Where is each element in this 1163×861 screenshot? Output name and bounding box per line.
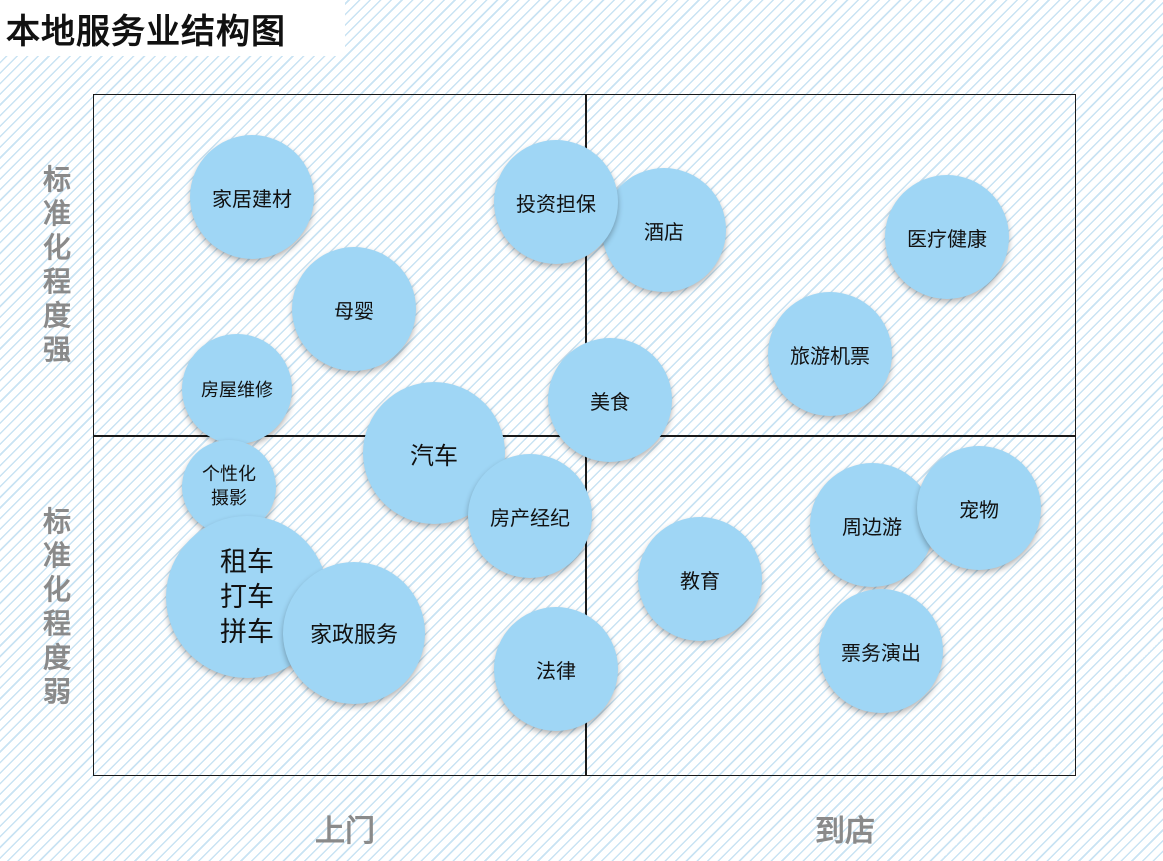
bubble-label: 房产经纪 [490,505,570,530]
bubble-food: 美食 [548,338,672,462]
bubble-label: 家居建材 [212,186,292,211]
bubble-car-rental-ride-hailing: 租车 打车 拼车 [166,516,328,678]
bubble-label: 票务演出 [841,640,921,665]
page-title: 本地服务业结构图 [6,12,286,52]
y-axis-char: 度 [42,299,71,332]
bubble-label: 法律 [536,658,576,683]
bubble-label: 汽车 [410,441,458,470]
y-axis-char: 化 [42,573,71,606]
y-axis-char: 准 [42,539,71,572]
bubble-housekeeping: 家政服务 [283,562,425,704]
y-axis-label-weak: 标 准 化 程 度 弱 [38,505,76,709]
x-axis-label-instore: 到店 [815,814,875,849]
bubble-investment-guarantee: 投资担保 [494,140,618,264]
bubble-label: 母婴 [334,298,374,323]
bubble-label: 酒店 [644,219,684,244]
title-background: 本地服务业结构图 [0,0,345,56]
bubble-label: 旅游机票 [790,343,870,368]
bubble-house-repair: 房屋维修 [182,334,292,444]
bubble-label: 租车 打车 拼车 [220,546,274,648]
y-axis-char: 标 [42,163,71,196]
bubble-label: 个性化 摄影 [202,464,256,509]
bubble-label: 周边游 [842,514,902,539]
bubble-label: 医疗健康 [907,226,987,251]
bubble-travel-tickets: 旅游机票 [768,292,892,416]
bubble-real-estate-agency: 房产经纪 [468,454,592,578]
bubble-hotel: 酒店 [602,168,726,292]
bubble-label: 美食 [590,389,630,414]
y-axis-char: 程 [42,607,71,640]
bubble-nearby-tours: 周边游 [810,463,934,587]
x-axis-label-onsite: 上门 [315,814,375,849]
bubble-education: 教育 [638,517,762,641]
bubble-label: 房屋维修 [201,380,273,401]
bubble-pets: 宠物 [917,446,1041,570]
y-axis-char: 强 [42,333,71,366]
y-axis-label-strong: 标 准 化 程 度 强 [38,163,76,367]
bubble-tickets-performances: 票务演出 [819,589,943,713]
bubble-healthcare: 医疗健康 [885,175,1009,299]
y-axis-char: 化 [42,231,71,264]
bubble-label: 宠物 [959,497,999,522]
y-axis-char: 弱 [42,675,71,708]
y-axis-char: 度 [42,641,71,674]
bubble-legal: 法律 [494,607,618,731]
y-axis-char: 程 [42,265,71,298]
bubble-label: 投资担保 [516,191,596,216]
bubble-label: 教育 [680,568,720,593]
y-axis-char: 标 [42,505,71,538]
bubble-home-building-materials: 家居建材 [190,135,314,259]
bubble-maternal-infant: 母婴 [292,247,416,371]
bubble-label: 家政服务 [309,623,398,648]
y-axis-char: 准 [42,197,71,230]
